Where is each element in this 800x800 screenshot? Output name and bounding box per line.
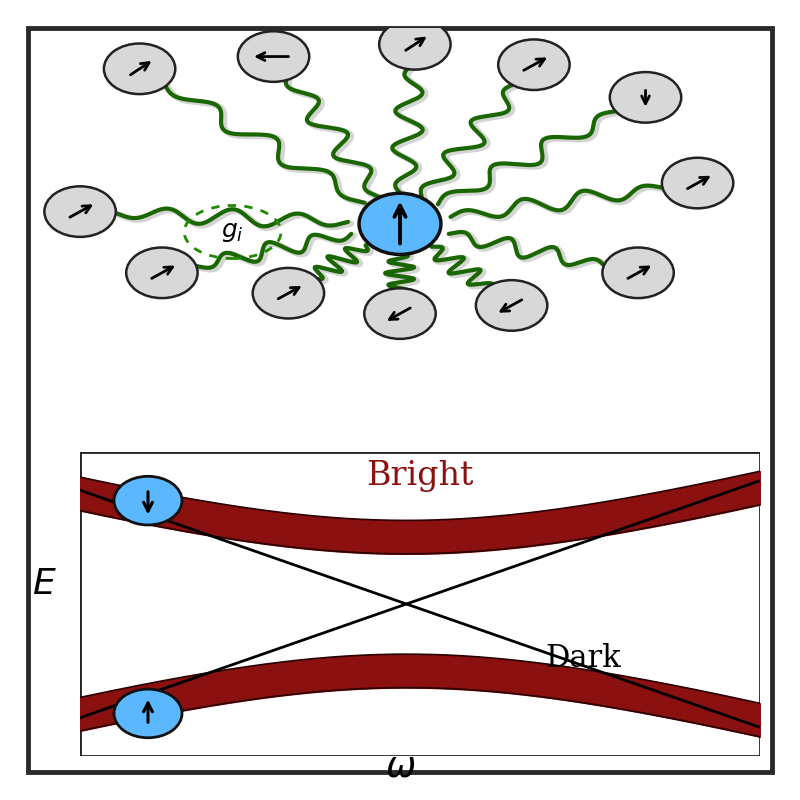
FancyBboxPatch shape <box>80 452 760 756</box>
Ellipse shape <box>44 186 116 237</box>
Text: $\omega$: $\omega$ <box>385 750 415 783</box>
Ellipse shape <box>359 194 441 254</box>
Text: Dark: Dark <box>546 643 621 674</box>
Ellipse shape <box>498 39 570 90</box>
Ellipse shape <box>253 268 324 318</box>
Ellipse shape <box>364 288 436 339</box>
Ellipse shape <box>379 19 450 70</box>
Text: Bright: Bright <box>366 460 474 492</box>
Ellipse shape <box>114 476 182 525</box>
Ellipse shape <box>126 247 198 298</box>
Ellipse shape <box>610 72 682 122</box>
Ellipse shape <box>602 247 674 298</box>
Text: $E$: $E$ <box>32 567 56 601</box>
Ellipse shape <box>662 158 734 208</box>
Text: $g_i$: $g_i$ <box>222 221 244 243</box>
Ellipse shape <box>238 31 310 82</box>
Ellipse shape <box>476 280 547 330</box>
Ellipse shape <box>114 689 182 738</box>
FancyBboxPatch shape <box>28 28 772 772</box>
Ellipse shape <box>104 43 175 94</box>
